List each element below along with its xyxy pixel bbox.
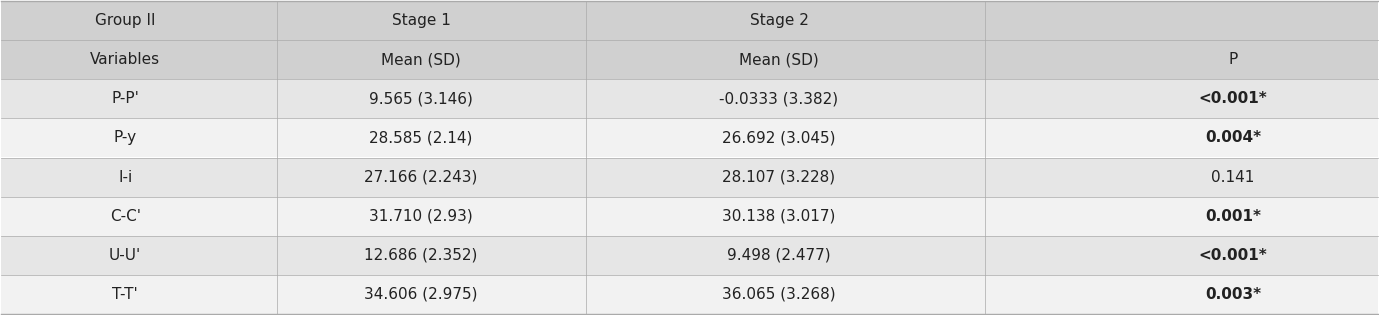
Text: 0.003*: 0.003* bbox=[1205, 287, 1262, 301]
Text: Group II: Group II bbox=[95, 14, 156, 28]
Text: C-C': C-C' bbox=[110, 209, 141, 224]
Bar bbox=[1, 1, 1378, 40]
Text: 34.606 (2.975): 34.606 (2.975) bbox=[364, 287, 479, 301]
Text: P-P': P-P' bbox=[112, 91, 139, 106]
Bar bbox=[1, 197, 1378, 236]
Bar bbox=[1, 236, 1378, 275]
Text: Stage 2: Stage 2 bbox=[750, 14, 808, 28]
Text: Mean (SD): Mean (SD) bbox=[739, 52, 819, 67]
Text: Variables: Variables bbox=[90, 52, 160, 67]
Text: T-T': T-T' bbox=[112, 287, 138, 301]
Text: 28.107 (3.228): 28.107 (3.228) bbox=[723, 169, 836, 185]
Text: 30.138 (3.017): 30.138 (3.017) bbox=[723, 209, 836, 224]
Text: I-i: I-i bbox=[119, 169, 132, 185]
Text: 27.166 (2.243): 27.166 (2.243) bbox=[364, 169, 479, 185]
Bar bbox=[1, 158, 1378, 197]
Text: P-y: P-y bbox=[113, 130, 137, 146]
Text: 0.004*: 0.004* bbox=[1205, 130, 1262, 146]
Text: <0.001*: <0.001* bbox=[1198, 248, 1267, 263]
Text: 0.001*: 0.001* bbox=[1205, 209, 1262, 224]
Text: <0.001*: <0.001* bbox=[1198, 91, 1267, 106]
Text: -0.0333 (3.382): -0.0333 (3.382) bbox=[720, 91, 838, 106]
Text: 9.498 (2.477): 9.498 (2.477) bbox=[727, 248, 830, 263]
Text: 28.585 (2.14): 28.585 (2.14) bbox=[370, 130, 473, 146]
Text: Mean (SD): Mean (SD) bbox=[381, 52, 461, 67]
Bar bbox=[1, 79, 1378, 118]
Bar bbox=[1, 118, 1378, 158]
Text: Stage 1: Stage 1 bbox=[392, 14, 451, 28]
Text: 0.141: 0.141 bbox=[1211, 169, 1255, 185]
Text: P: P bbox=[1229, 52, 1238, 67]
Bar bbox=[1, 275, 1378, 314]
Text: 9.565 (3.146): 9.565 (3.146) bbox=[370, 91, 473, 106]
Bar bbox=[1, 40, 1378, 79]
Text: 31.710 (2.93): 31.710 (2.93) bbox=[370, 209, 473, 224]
Text: 26.692 (3.045): 26.692 (3.045) bbox=[723, 130, 836, 146]
Text: 36.065 (3.268): 36.065 (3.268) bbox=[723, 287, 836, 301]
Text: U-U': U-U' bbox=[109, 248, 142, 263]
Text: 12.686 (2.352): 12.686 (2.352) bbox=[364, 248, 479, 263]
